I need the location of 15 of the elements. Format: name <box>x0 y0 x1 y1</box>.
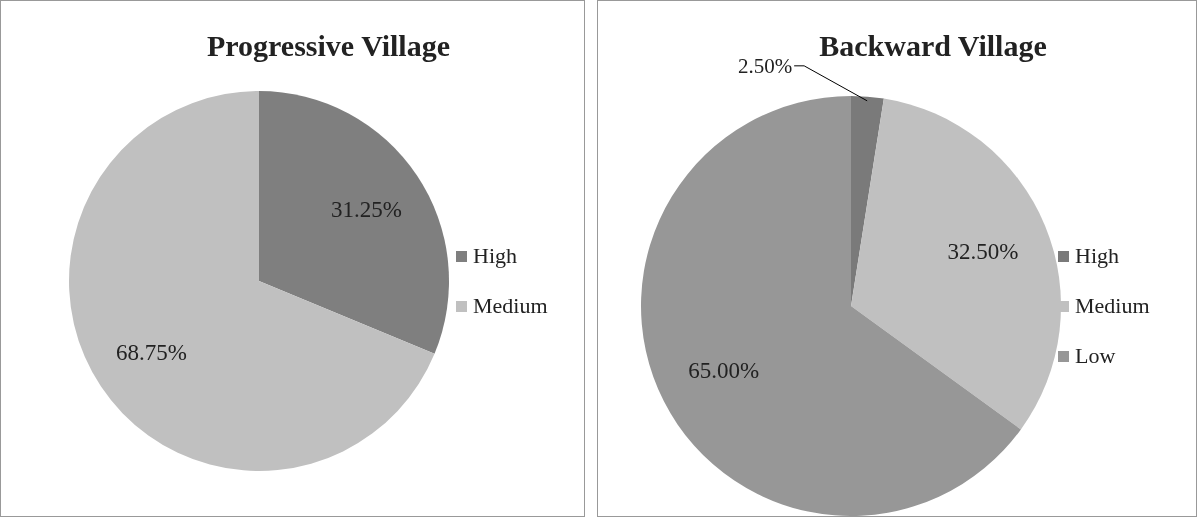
legend-label: Medium <box>1075 292 1150 320</box>
legend-label: High <box>473 242 517 270</box>
pie-slice <box>259 91 449 354</box>
legend-label: High <box>1075 242 1119 270</box>
data-label: 31.25% <box>330 196 402 222</box>
data-label: 65.00% <box>688 358 760 384</box>
chart-title: Backward Village <box>819 29 1047 62</box>
pie-slice <box>851 96 884 306</box>
data-label: 68.75% <box>116 340 188 366</box>
chart-title: Progressive Village <box>206 29 451 63</box>
pie-slice <box>69 91 435 471</box>
data-label: 2.50% <box>737 53 793 78</box>
data-label: 32.50% <box>947 238 1019 264</box>
legend-label: Low <box>1075 342 1116 370</box>
legend-label: Medium <box>473 292 548 320</box>
